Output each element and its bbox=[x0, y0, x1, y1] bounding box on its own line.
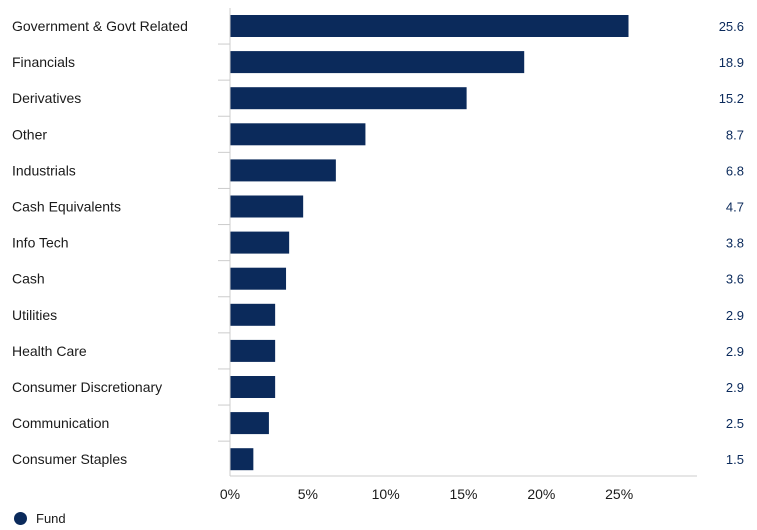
value-label: 2.9 bbox=[726, 308, 744, 323]
value-label: 1.5 bbox=[726, 452, 744, 467]
x-tick-label: 10% bbox=[372, 486, 400, 502]
x-tick-label: 20% bbox=[527, 486, 555, 502]
bar bbox=[230, 195, 304, 218]
value-label: 25.6 bbox=[719, 19, 744, 34]
bar bbox=[230, 159, 336, 182]
category-label: Utilities bbox=[12, 307, 57, 323]
x-tick-label: 25% bbox=[605, 486, 633, 502]
bars bbox=[230, 15, 629, 471]
category-label: Consumer Discretionary bbox=[12, 379, 162, 395]
bar bbox=[230, 267, 287, 290]
category-label: Government & Govt Related bbox=[12, 18, 188, 34]
bar bbox=[230, 412, 269, 435]
category-label: Info Tech bbox=[12, 235, 69, 251]
value-label: 2.9 bbox=[726, 344, 744, 359]
axes bbox=[218, 8, 697, 477]
legend: Fund bbox=[14, 511, 66, 526]
category-label: Industrials bbox=[12, 162, 76, 178]
bar bbox=[230, 448, 254, 471]
value-label: 15.2 bbox=[719, 91, 744, 106]
bar bbox=[230, 15, 629, 37]
value-label: 2.9 bbox=[726, 380, 744, 395]
legend-label-fund: Fund bbox=[36, 511, 66, 526]
category-labels: Government & Govt Related Financials Deriv… bbox=[12, 18, 188, 467]
value-label: 8.7 bbox=[726, 127, 744, 142]
x-axis-ticks: 0% 5% 10% 15% 20% 25% bbox=[220, 486, 633, 502]
category-label: Cash bbox=[12, 271, 45, 287]
x-tick-label: 5% bbox=[298, 486, 318, 502]
value-label: 3.6 bbox=[726, 272, 744, 287]
value-label: 2.5 bbox=[726, 416, 744, 431]
value-label: 4.7 bbox=[726, 200, 744, 215]
category-label: Consumer Staples bbox=[12, 451, 127, 467]
bar bbox=[230, 123, 366, 146]
value-label: 3.8 bbox=[726, 236, 744, 251]
bar bbox=[230, 339, 276, 362]
category-label: Communication bbox=[12, 415, 109, 431]
bar bbox=[230, 376, 276, 398]
category-label: Cash Equivalents bbox=[12, 199, 121, 215]
x-tick-label: 15% bbox=[449, 486, 477, 502]
category-label: Derivatives bbox=[12, 90, 81, 106]
bar bbox=[230, 51, 525, 74]
legend-swatch-fund bbox=[14, 512, 27, 525]
value-labels: 25.6 18.9 15.2 8.7 6.8 4.7 3.8 3.6 2.9 2.9 2.9 2.5 1… bbox=[719, 19, 744, 467]
category-label: Other bbox=[12, 126, 47, 142]
bar bbox=[230, 231, 290, 254]
value-label: 18.9 bbox=[719, 55, 744, 70]
category-label: Financials bbox=[12, 54, 75, 70]
category-label: Health Care bbox=[12, 343, 87, 359]
value-label: 6.8 bbox=[726, 163, 744, 178]
bar bbox=[230, 303, 276, 326]
x-tick-label: 0% bbox=[220, 486, 240, 502]
bar bbox=[230, 87, 467, 110]
